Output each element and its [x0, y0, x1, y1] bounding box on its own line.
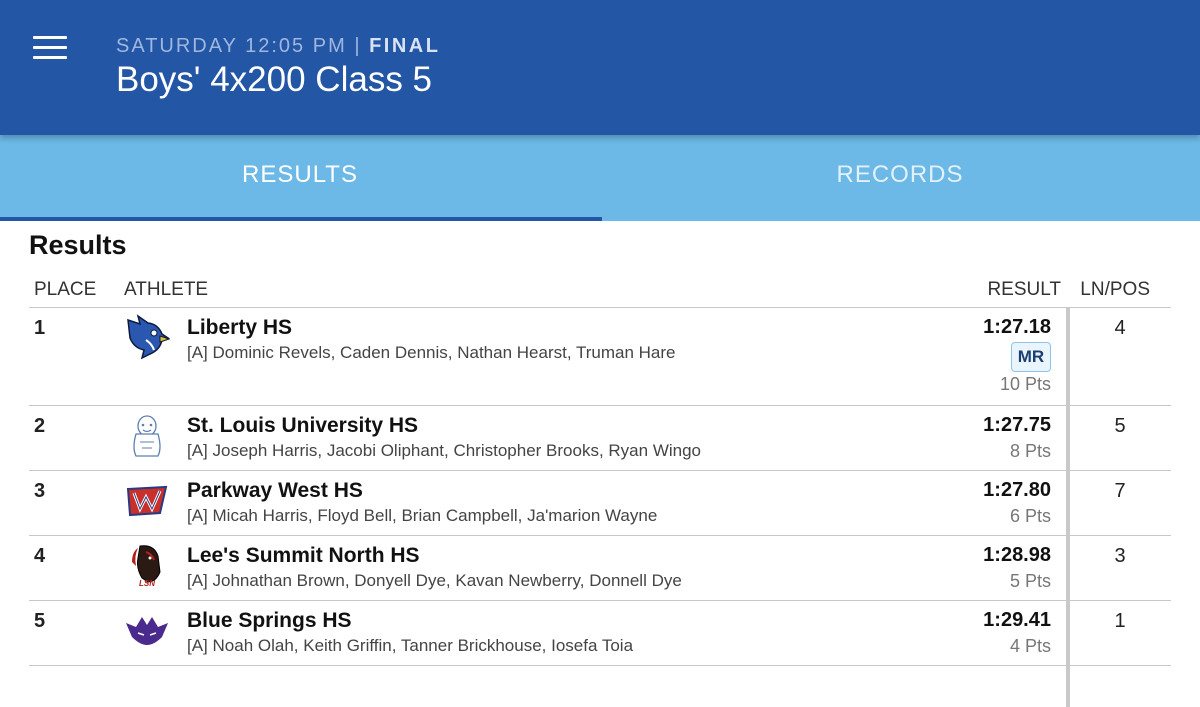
- event-day-time: SATURDAY 12:05 PM: [116, 35, 347, 57]
- table-header: PLACE ATHLETE RESULT LN/POS: [29, 270, 1171, 308]
- table-row[interactable]: 2 St. Louis University HS [A] Joseph Har…: [29, 406, 1171, 471]
- row-athletes: [A] Dominic Revels, Caden Dennis, Nathan…: [187, 343, 676, 362]
- subtitle-separator: |: [354, 35, 362, 57]
- pw-logo-icon: [124, 477, 170, 523]
- row-team[interactable]: Parkway West HS: [187, 479, 363, 502]
- column-header-place[interactable]: PLACE: [34, 279, 97, 300]
- row-athletes: [A] Micah Harris, Floyd Bell, Brian Camp…: [187, 506, 658, 525]
- row-team[interactable]: Liberty HS: [187, 316, 293, 339]
- row-points: 5 Pts: [1009, 571, 1051, 591]
- row-team[interactable]: Blue Springs HS: [187, 609, 352, 632]
- active-tab-indicator: [0, 217, 602, 221]
- row-place: 3: [34, 480, 46, 502]
- column-divider: [1066, 307, 1070, 707]
- row-points: 4 Pts: [1009, 636, 1051, 656]
- row-lnpos: 5: [1114, 415, 1126, 437]
- tab-bar: RESULTS RECORDS: [0, 135, 1200, 221]
- row-team[interactable]: Lee's Summit North HS: [187, 544, 420, 567]
- table-row[interactable]: 4 LSN Lee's Summit North HS [A] Johnatha…: [29, 536, 1171, 601]
- event-subtitle: SATURDAY 12:05 PM | FINAL: [116, 35, 440, 58]
- table-row[interactable]: 3 Parkway West HS [A] Micah Harris, Floy…: [29, 471, 1171, 536]
- column-header-athlete[interactable]: ATHLETE: [124, 279, 209, 300]
- tab-results[interactable]: RESULTS: [242, 161, 358, 188]
- row-result-time: 1:27.18: [983, 316, 1051, 338]
- results-table: PLACE ATHLETE RESULT LN/POS 1 Liberty HS…: [29, 270, 1171, 707]
- row-athletes: [A] Johnathan Brown, Donyell Dye, Kavan …: [187, 571, 682, 590]
- row-place: 1: [34, 317, 46, 339]
- row-athletes: [A] Noah Olah, Keith Griffin, Tanner Bri…: [187, 636, 634, 655]
- event-title: Boys' 4x200 Class 5: [116, 60, 433, 99]
- row-athletes: [A] Joseph Harris, Jacobi Oliphant, Chri…: [187, 441, 702, 460]
- app-header: SATURDAY 12:05 PM | FINAL Boys' 4x200 Cl…: [0, 0, 1200, 135]
- row-lnpos: 4: [1114, 317, 1126, 339]
- column-header-result[interactable]: RESULT: [987, 279, 1061, 300]
- row-team[interactable]: St. Louis University HS: [187, 414, 419, 437]
- row-result-time: 1:27.75: [983, 414, 1051, 436]
- row-points: 10 Pts: [999, 374, 1051, 394]
- bluejay-logo-icon: [124, 314, 171, 360]
- column-header-lnpos[interactable]: LN/POS: [1080, 279, 1150, 300]
- billiken-logo-icon: [124, 412, 170, 458]
- row-place: 5: [34, 610, 46, 632]
- row-result-time: 1:28.98: [983, 544, 1051, 566]
- row-lnpos: 7: [1114, 480, 1126, 502]
- row-result-time: 1:29.41: [983, 609, 1051, 631]
- table-row[interactable]: 1 Liberty HS [A] Dominic Revels, Caden D…: [29, 308, 1171, 406]
- section-title: Results: [29, 230, 127, 260]
- row-lnpos: 3: [1114, 545, 1126, 567]
- hamburger-menu-icon[interactable]: [33, 36, 67, 60]
- lsn-logo-text: LSN: [139, 579, 155, 588]
- row-place: 4: [34, 545, 46, 567]
- wildcat-logo-icon: [124, 607, 170, 653]
- tab-records[interactable]: RECORDS: [836, 161, 964, 188]
- row-place: 2: [34, 415, 46, 437]
- row-points: 6 Pts: [1009, 506, 1051, 526]
- row-result-time: 1:27.80: [983, 479, 1051, 501]
- meet-record-badge: MR: [1011, 342, 1051, 372]
- row-lnpos: 1: [1114, 610, 1126, 632]
- table-row[interactable]: 5 Blue Springs HS [A] Noah Olah, Keith G…: [29, 601, 1171, 666]
- bronco-lsn-logo-icon: LSN: [124, 542, 170, 588]
- row-points: 8 Pts: [1009, 441, 1051, 461]
- event-status: FINAL: [369, 35, 441, 57]
